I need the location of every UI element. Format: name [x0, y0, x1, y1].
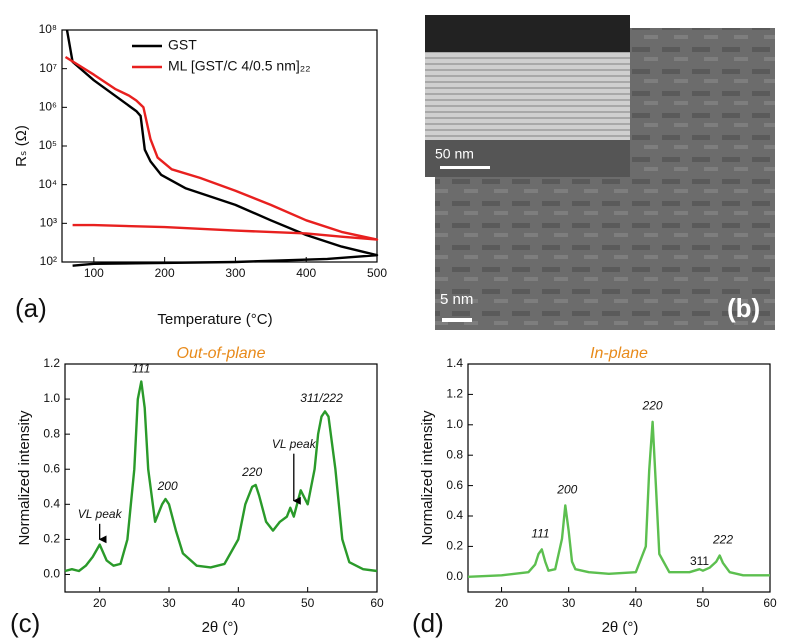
panel-title: Out-of-plane — [177, 345, 266, 362]
inset-scale-bar — [440, 166, 490, 169]
panel-label: (a) — [15, 293, 47, 323]
legend-label: GST — [168, 37, 197, 53]
x-tick-label: 30 — [562, 596, 576, 610]
y-axis-title: Rₛ (Ω) — [13, 125, 30, 167]
x-axis-title: 2θ (°) — [602, 619, 639, 636]
data-line — [65, 29, 379, 267]
legend-label: ML [GST/C 4/0.5 nm]₂₂ — [168, 58, 311, 74]
inset-substrate — [425, 140, 630, 177]
scale-label: 5 nm — [440, 291, 473, 308]
x-tick-label: 50 — [301, 596, 315, 610]
x-tick-label: 30 — [162, 596, 176, 610]
y-tick-label: 10⁴ — [38, 177, 57, 191]
y-tick-label: 0.0 — [43, 567, 60, 581]
x-tick-label: 40 — [629, 596, 643, 610]
y-tick-label: 1.0 — [43, 391, 60, 405]
data-line — [64, 55, 379, 241]
x-axis-title: Temperature (°C) — [157, 311, 272, 328]
y-tick-label: 0.2 — [43, 532, 60, 546]
x-tick-label: 60 — [763, 596, 777, 610]
y-tick-label: 0.0 — [446, 569, 463, 583]
plot-frame — [467, 363, 771, 593]
y-tick-label: 0.8 — [446, 447, 463, 461]
x-tick-label: 200 — [155, 266, 175, 280]
peak-label: 200 — [556, 482, 577, 496]
inset-scale-label: 50 nm — [435, 146, 474, 162]
panel: 20 30 40 50 60 0.0 0.2 0.4 0.6 0.8 1.0 1.2 1.4 2θ (°)… — [412, 345, 777, 638]
scale-bar — [442, 318, 472, 322]
panel-label: (d) — [412, 608, 444, 638]
peak-label: 222 — [712, 532, 733, 546]
peak-label: 311 — [690, 554, 709, 568]
tem-panel: 50 nm 5 nm (b) — [425, 15, 775, 330]
panel-title: In-plane — [590, 345, 648, 362]
peak-label: 111 — [531, 526, 549, 540]
y-tick-label: 10⁶ — [39, 100, 57, 114]
x-tick-label: 50 — [696, 596, 710, 610]
peak-label: 111 — [132, 361, 150, 375]
y-tick-label: 1.0 — [446, 417, 463, 431]
data-line — [64, 380, 378, 573]
plot-frame — [64, 363, 378, 593]
y-tick-label: 0.6 — [446, 478, 463, 492]
y-tick-label: 0.6 — [43, 461, 60, 475]
y-axis-title: Normalized intensity — [16, 410, 33, 546]
panel-label: (c) — [10, 608, 40, 638]
panel: 100 200 300 400 500 10² 10³ 10⁴ 10⁵ 10⁶ 10⁷ 10⁸ Temp… — [13, 22, 387, 328]
y-axis-title: Normalized intensity — [419, 410, 436, 546]
y-tick-label: 1.2 — [43, 356, 60, 370]
x-tick-label: 20 — [495, 596, 509, 610]
peak-label: VL peak — [78, 507, 123, 521]
y-tick-label: 0.4 — [43, 496, 60, 510]
y-tick-label: 1.2 — [446, 387, 463, 401]
peak-label: 220 — [642, 399, 663, 413]
y-tick-label: 0.4 — [446, 508, 463, 522]
inset-multilayer — [425, 52, 630, 140]
x-tick-label: 60 — [370, 596, 384, 610]
peak-label: 311/222 — [300, 391, 343, 405]
peak-label: VL peak — [272, 437, 317, 451]
panel: 20 30 40 50 60 0.0 0.2 0.4 0.6 0.8 1.0 1.2 2θ (°) Nor… — [10, 345, 384, 638]
y-tick-label: 10⁷ — [39, 61, 57, 75]
x-tick-label: 500 — [367, 266, 387, 280]
x-tick-label: 100 — [84, 266, 104, 280]
panel-label: (b) — [727, 293, 760, 323]
peak-label: 220 — [241, 465, 262, 479]
x-tick-label: 40 — [232, 596, 246, 610]
y-tick-label: 10⁸ — [39, 22, 57, 36]
y-tick-label: 0.2 — [446, 539, 463, 553]
peak-label: 200 — [157, 479, 178, 493]
x-tick-label: 20 — [93, 596, 107, 610]
data-line — [467, 420, 770, 578]
y-tick-label: 10³ — [40, 216, 57, 230]
x-tick-label: 300 — [225, 266, 245, 280]
y-tick-label: 10⁵ — [39, 138, 57, 152]
x-tick-label: 400 — [296, 266, 316, 280]
x-axis-title: 2θ (°) — [202, 619, 239, 636]
y-tick-label: 1.4 — [446, 356, 463, 370]
y-tick-label: 10² — [40, 254, 57, 268]
y-tick-label: 0.8 — [43, 426, 60, 440]
